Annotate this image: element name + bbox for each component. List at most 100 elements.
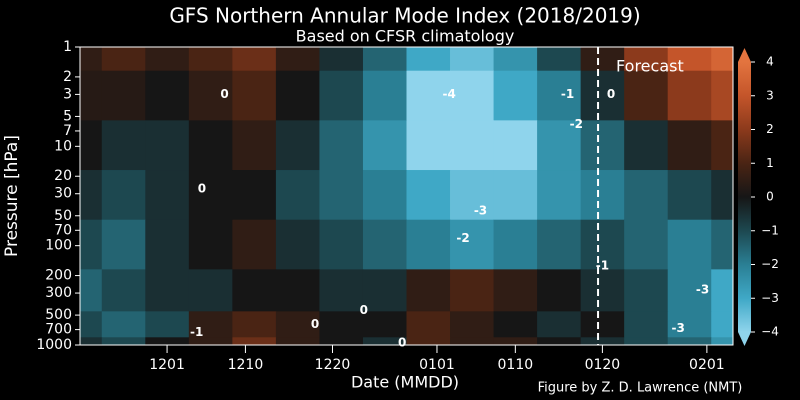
- field-cell: [80, 269, 103, 312]
- contour-label: -1: [561, 87, 574, 101]
- field-cell: [711, 269, 734, 312]
- field-cell: [624, 311, 669, 338]
- field-cell: [145, 269, 190, 312]
- field-cell: [362, 120, 407, 171]
- field-cell: [145, 120, 190, 171]
- field-cell: [232, 70, 277, 121]
- field-cell: [101, 47, 146, 72]
- field-cell: [101, 337, 146, 346]
- field-cell: [188, 311, 233, 338]
- field-cell: [624, 269, 669, 312]
- contour-label: -3: [671, 321, 684, 335]
- contour-label: -1: [596, 258, 609, 272]
- field-cell: [450, 170, 495, 221]
- field-cell: [188, 70, 233, 121]
- field-cell: [624, 70, 669, 121]
- field-cell: [80, 311, 103, 338]
- field-cell: [362, 70, 407, 121]
- colorbar-min-arrow: [738, 332, 751, 346]
- colorbar-tick-label: −3: [761, 291, 779, 305]
- field-cell: [275, 170, 320, 221]
- y-tick-label: 500: [45, 307, 72, 323]
- y-tick-label: 3: [63, 86, 72, 102]
- field-cell: [580, 47, 625, 72]
- field-cell: [188, 219, 233, 270]
- x-tick-label: 0101: [419, 357, 455, 373]
- y-tick-label: 7: [63, 123, 72, 139]
- field-cell: [711, 311, 734, 338]
- field-cell: [537, 311, 582, 338]
- y-tick-label: 1: [63, 39, 72, 55]
- field-cell: [667, 120, 712, 171]
- field-cell: [145, 70, 190, 121]
- y-tick-label: 5: [63, 108, 72, 124]
- field-cell: [275, 219, 320, 270]
- field-cell: [80, 337, 103, 346]
- colorbar: [738, 62, 751, 332]
- field-cell: [450, 47, 495, 72]
- field-cell: [145, 311, 190, 338]
- field-cell: [101, 170, 146, 221]
- field-cell: [145, 170, 190, 221]
- field-cell: [362, 311, 407, 338]
- field-cell: [711, 70, 734, 121]
- field-cell: [319, 47, 364, 72]
- field-cell: [406, 120, 451, 171]
- field-cell: [80, 47, 103, 72]
- field-cell: [145, 219, 190, 270]
- colorbar-max-arrow: [738, 48, 751, 62]
- field-cell: [667, 311, 712, 338]
- field-cell: [362, 219, 407, 270]
- field-cell: [537, 219, 582, 270]
- contour-label: 0: [198, 182, 206, 196]
- field-cell: [188, 337, 233, 346]
- field-cell: [667, 70, 712, 121]
- field-cell: [362, 47, 407, 72]
- y-tick-label: 100: [45, 238, 72, 254]
- field-cell: [319, 337, 364, 346]
- contour-label: 0: [311, 317, 319, 331]
- contour-label: -4: [442, 87, 455, 101]
- field-cell: [232, 47, 277, 72]
- field-cell: [362, 170, 407, 221]
- field-cell: [493, 337, 538, 346]
- field-cell: [362, 337, 407, 346]
- field-cell: [188, 269, 233, 312]
- field-cell: [667, 170, 712, 221]
- y-tick-label: 300: [45, 285, 72, 301]
- y-axis-label: Pressure [hPa]: [2, 135, 22, 257]
- forecast-label: Forecast: [616, 57, 684, 76]
- credit: Figure by Z. D. Lawrence (NMT): [538, 381, 743, 396]
- field-cell: [232, 120, 277, 171]
- field-cell: [580, 170, 625, 221]
- field-cell: [406, 311, 451, 338]
- field-cell: [101, 70, 146, 121]
- chart-title: GFS Northern Annular Mode Index (2018/20…: [169, 4, 640, 28]
- contour-label: 0: [360, 303, 368, 317]
- field-cell: [537, 269, 582, 312]
- field-cell: [319, 70, 364, 121]
- field-cell: [406, 47, 451, 72]
- field-cell: [450, 120, 495, 171]
- field-cell: [232, 219, 277, 270]
- field-cell: [537, 70, 582, 121]
- field-cell: [145, 337, 190, 346]
- y-tick-label: 700: [45, 322, 72, 338]
- field-cell: [537, 337, 582, 346]
- field-cell: [537, 47, 582, 72]
- colorbar-tick-label: 1: [766, 156, 774, 170]
- field-cell: [667, 219, 712, 270]
- field-cell: [80, 219, 103, 270]
- field-cell: [275, 269, 320, 312]
- field-cell: [406, 70, 451, 121]
- field-cell: [711, 120, 734, 171]
- field-cell: [101, 219, 146, 270]
- x-tick-label: 0201: [689, 357, 725, 373]
- field-cell: [624, 219, 669, 270]
- field-cell: [667, 337, 712, 346]
- y-tick-label: 30: [54, 186, 72, 202]
- field-cell: [145, 47, 190, 72]
- colorbar-tick-label: 0: [766, 190, 774, 204]
